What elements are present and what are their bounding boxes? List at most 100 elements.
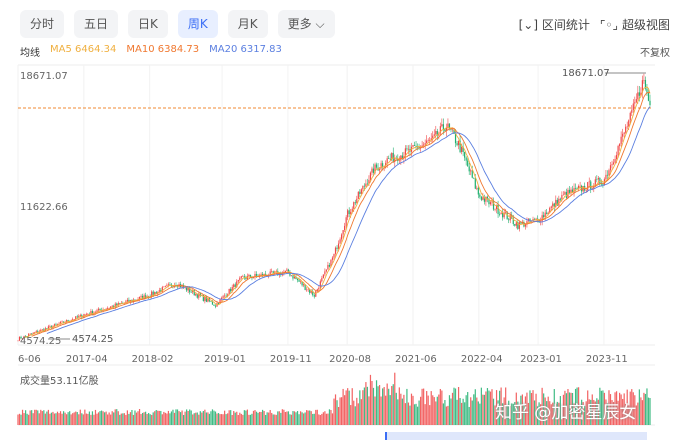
candle-body [350,211,352,215]
tab-weekly-k[interactable]: 周K [177,10,218,38]
volume-bar [532,390,534,425]
candle-body [638,92,640,96]
volume-bar [64,412,66,425]
volume-bar [509,405,511,425]
volume-bar [138,409,141,425]
volume-bar [236,411,238,425]
range-stats-button[interactable]: [⌄] 区间统计 [519,16,590,33]
volume-bar [325,413,328,425]
more-label: 更多 [287,17,312,31]
volume-bar [345,390,347,425]
volume-bar [348,390,350,425]
candle-body [351,208,353,212]
super-view-button[interactable]: ⌜◦⌟ 超级视图 [600,16,670,33]
tab-monthly-k[interactable]: 月K [227,10,268,38]
volume-bar [406,388,408,425]
volume-bar [207,412,209,425]
candle-body [76,316,78,318]
candle-body [553,203,555,207]
volume-bar [58,413,60,425]
volume-bar [148,412,150,425]
candle-body [220,297,223,300]
volume-bar [141,412,144,425]
adjust-select[interactable]: 不复权 [640,48,670,59]
candle-body [227,294,229,297]
volume-bar [357,403,359,425]
volume-bar [199,411,201,425]
candle-body [137,299,139,300]
volume-bar [99,411,101,425]
tab-more[interactable]: 更多 ⌵ [277,10,335,38]
volume-bar [208,413,211,425]
volume-bar [132,414,135,425]
volume-bar [511,403,513,425]
range-scrollbar[interactable] [385,432,647,440]
volume-bar [268,412,270,425]
tab-daily-k[interactable]: 日K [128,10,168,38]
volume-bar [432,395,434,425]
candle-body [248,274,250,276]
volume-bar [464,402,466,425]
volume-bar [597,399,599,425]
volume-bar [353,400,355,425]
volume-bar [386,383,388,425]
candle-body [456,143,458,146]
candle-body [17,340,19,342]
tab-intraday[interactable]: 分时 [20,10,65,38]
candle-body [436,130,438,136]
volume-bar [505,387,507,425]
candle-body [298,280,300,282]
volume-label: 成交量53.11亿股 [20,376,99,387]
volume-bar [581,399,583,425]
candle-body [552,203,554,207]
volume-bar [324,411,326,425]
volume-bar [61,413,63,425]
candle-body [591,188,593,190]
candle-body [526,221,528,225]
candle-body [625,126,627,133]
volume-bar [593,399,595,425]
volume-bar [426,391,428,425]
volume-bar [76,412,78,425]
volume-bar [78,414,80,425]
volume-bar [85,413,87,425]
volume-bar [295,412,297,425]
candle-body [331,257,334,260]
candle-body [67,320,69,322]
candle-body [110,306,112,309]
candle-body [491,201,493,203]
candle-body [41,329,43,330]
candle-body [605,174,607,180]
candle-body [366,183,369,185]
volume-bar [164,412,166,425]
volume-bar [166,413,168,425]
volume-bar [293,411,296,425]
volume-bar [307,410,309,425]
volume-bar [468,406,470,425]
volume-bar [252,410,255,425]
candle-body [602,183,604,185]
volume-bar [34,409,36,425]
x-tick-label: 6-06 [18,354,41,365]
volume-bar [234,412,236,425]
volume-bar [644,393,647,425]
candle-body [398,160,400,162]
candle-body [339,239,341,244]
volume-bar [550,404,552,425]
volume-bar [439,388,441,425]
volume-bar [67,412,69,425]
volume-bar [192,414,194,425]
tab-five-day[interactable]: 五日 [74,10,119,38]
volume-bar [249,414,252,425]
candle-body [187,287,189,291]
volume-bar [75,411,77,425]
volume-bar [170,411,173,425]
candle-body [97,308,100,311]
candle-body [371,168,373,173]
candle-body [445,127,448,131]
volume-bar [382,388,384,425]
volume-bar [495,390,498,425]
volume-bar [374,396,376,425]
candle-body [161,287,163,292]
